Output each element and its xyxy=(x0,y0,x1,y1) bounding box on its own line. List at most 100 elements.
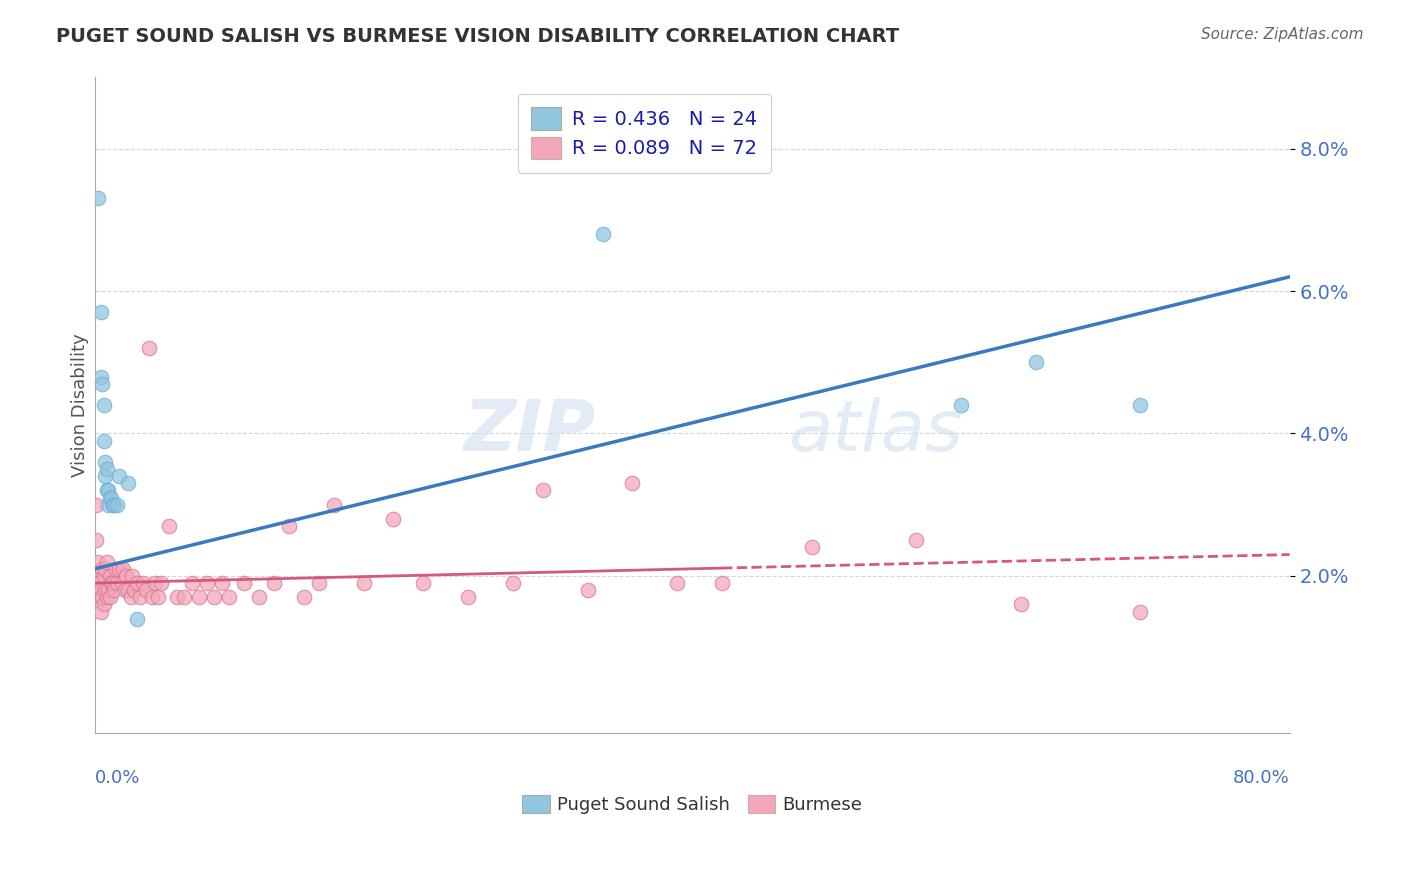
Point xyxy=(100,576,122,591)
Point xyxy=(89,591,111,605)
Point xyxy=(96,555,118,569)
Point xyxy=(905,533,928,548)
Point xyxy=(107,469,129,483)
Point xyxy=(950,398,973,412)
Point xyxy=(93,598,115,612)
Point xyxy=(666,576,689,591)
Point xyxy=(1010,598,1032,612)
Point xyxy=(90,605,112,619)
Point xyxy=(94,583,117,598)
Point xyxy=(122,583,145,598)
Point xyxy=(120,591,142,605)
Point xyxy=(91,562,114,576)
Point xyxy=(103,583,125,598)
Point xyxy=(114,583,136,598)
Point xyxy=(94,562,117,576)
Point xyxy=(166,591,188,605)
Point xyxy=(87,555,110,569)
Text: PUGET SOUND SALISH VS BURMESE VISION DISABILITY CORRELATION CHART: PUGET SOUND SALISH VS BURMESE VISION DIS… xyxy=(56,27,900,45)
Point xyxy=(104,562,127,576)
Point xyxy=(93,569,115,583)
Point xyxy=(531,483,554,498)
Point xyxy=(159,519,181,533)
Text: 0.0%: 0.0% xyxy=(94,769,141,787)
Point xyxy=(195,576,218,591)
Point xyxy=(94,469,117,483)
Point xyxy=(138,341,160,355)
Point xyxy=(308,576,330,591)
Point xyxy=(111,576,134,591)
Point xyxy=(117,476,139,491)
Point xyxy=(1025,355,1047,369)
Point xyxy=(149,576,172,591)
Point xyxy=(502,576,524,591)
Point xyxy=(93,434,115,448)
Text: 80.0%: 80.0% xyxy=(1233,769,1289,787)
Point xyxy=(711,576,734,591)
Point xyxy=(382,512,405,526)
Text: atlas: atlas xyxy=(787,397,962,466)
Point xyxy=(100,491,122,505)
Point xyxy=(96,591,118,605)
Point xyxy=(218,591,240,605)
Point xyxy=(90,369,112,384)
Point xyxy=(576,583,599,598)
Point xyxy=(211,576,233,591)
Point xyxy=(117,583,139,598)
Point xyxy=(1129,398,1152,412)
Point xyxy=(135,583,157,598)
Point xyxy=(263,576,285,591)
Y-axis label: Vision Disability: Vision Disability xyxy=(72,333,89,477)
Point xyxy=(188,591,211,605)
Point xyxy=(1129,605,1152,619)
Point xyxy=(91,591,114,605)
Point xyxy=(84,533,107,548)
Point xyxy=(173,591,195,605)
Point xyxy=(125,576,148,591)
Text: Source: ZipAtlas.com: Source: ZipAtlas.com xyxy=(1201,27,1364,42)
Legend: Puget Sound Salish, Burmese: Puget Sound Salish, Burmese xyxy=(515,788,869,822)
Point xyxy=(112,562,135,576)
Point xyxy=(105,576,128,591)
Point xyxy=(103,498,125,512)
Point xyxy=(202,591,225,605)
Point xyxy=(107,562,129,576)
Point xyxy=(87,192,110,206)
Point xyxy=(94,455,117,469)
Point xyxy=(125,612,148,626)
Point xyxy=(87,569,110,583)
Point xyxy=(98,569,121,583)
Point xyxy=(592,227,614,241)
Point xyxy=(146,591,169,605)
Point xyxy=(97,483,120,498)
Point xyxy=(96,462,118,476)
Point xyxy=(101,576,124,591)
Point xyxy=(89,576,111,591)
Text: ZIP: ZIP xyxy=(464,397,596,466)
Point xyxy=(322,498,344,512)
Point xyxy=(180,576,202,591)
Point xyxy=(91,376,114,391)
Point xyxy=(90,583,112,598)
Point xyxy=(128,591,150,605)
Point xyxy=(98,591,121,605)
Point xyxy=(141,591,163,605)
Point xyxy=(412,576,434,591)
Point xyxy=(131,576,153,591)
Point xyxy=(278,519,301,533)
Point xyxy=(96,483,118,498)
Point xyxy=(98,491,121,505)
Point xyxy=(84,498,107,512)
Point xyxy=(292,591,315,605)
Point xyxy=(143,576,166,591)
Point xyxy=(233,576,256,591)
Point xyxy=(621,476,644,491)
Point xyxy=(105,498,128,512)
Point xyxy=(121,569,143,583)
Point xyxy=(97,498,120,512)
Point xyxy=(115,569,138,583)
Point xyxy=(353,576,375,591)
Point xyxy=(247,591,270,605)
Point xyxy=(800,541,823,555)
Point xyxy=(101,498,124,512)
